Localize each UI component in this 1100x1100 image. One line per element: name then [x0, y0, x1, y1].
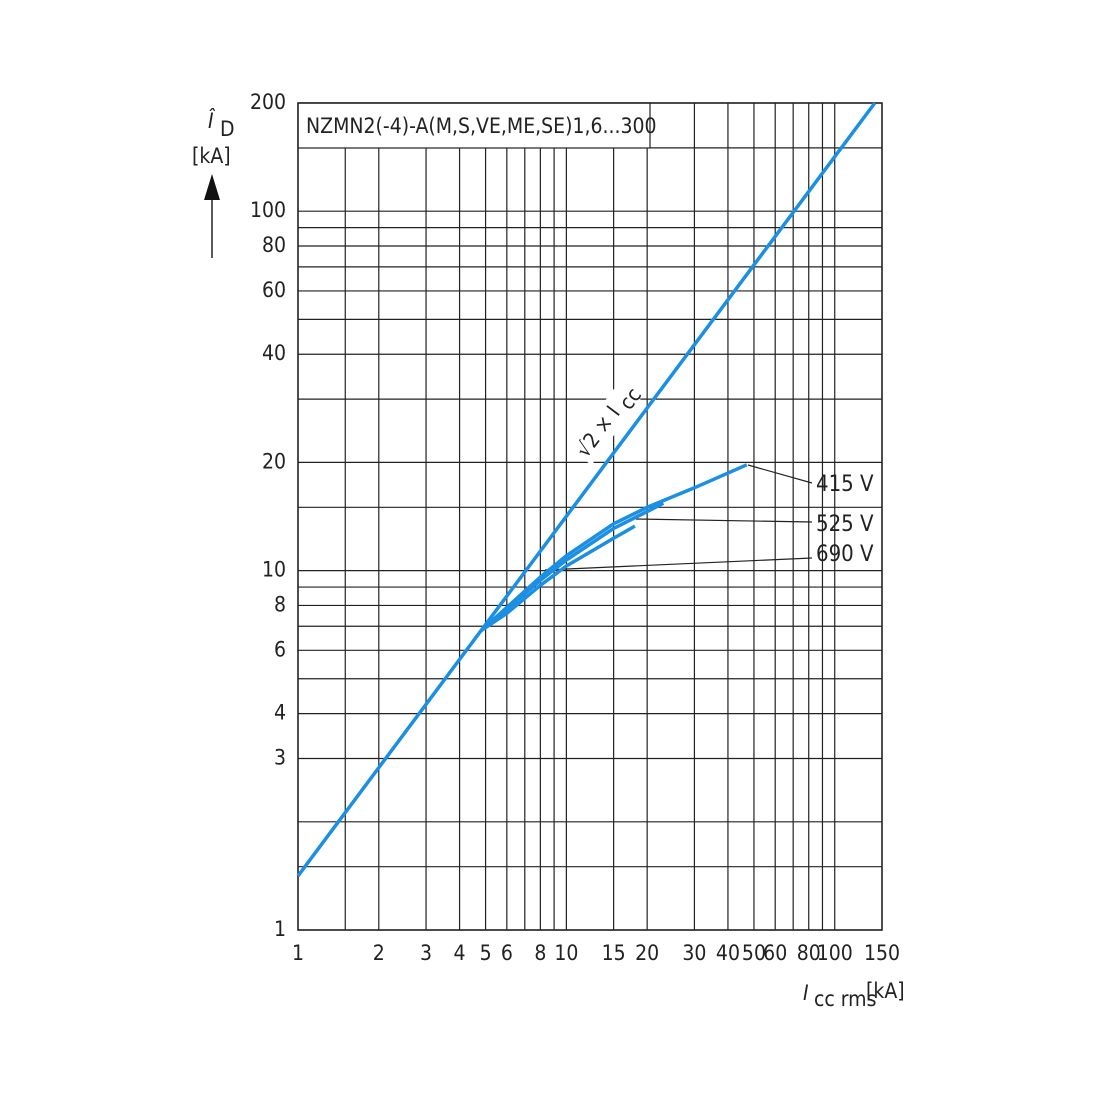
title-box [297, 102, 651, 149]
x-tick-label: 30 [682, 941, 706, 965]
leader-line [635, 518, 813, 523]
series-line [479, 501, 665, 633]
series-line [296, 101, 877, 877]
y-tick-label: 80 [262, 233, 286, 257]
y-tick-label: 1 [274, 917, 286, 941]
y-tick-label: 20 [262, 449, 286, 473]
y-tick-label: 3 [274, 746, 286, 770]
y-tick-label: 40 [262, 341, 286, 365]
y-tick-label: 6 [274, 637, 286, 661]
x-tick-label: 15 [602, 941, 626, 965]
leader-line [544, 557, 813, 571]
annotation-bg [569, 382, 641, 466]
y-arrow-head [204, 174, 220, 200]
x-tick-label: 4 [454, 941, 466, 965]
legend-label: 415 V [816, 472, 874, 497]
leader-line [747, 464, 813, 484]
x-tick-label: 60 [763, 941, 787, 965]
x-tick-label: 80 [797, 941, 821, 965]
y-tick-label: 60 [262, 278, 286, 302]
x-tick-label: 50 [742, 941, 766, 965]
series-line [479, 524, 636, 633]
y-label-unit: [kA] [192, 144, 231, 168]
x-tick-label: 5 [480, 941, 492, 965]
x-tick-label: 10 [554, 941, 578, 965]
legend-label: 525 V [816, 512, 874, 537]
x-tick-label: 6 [501, 941, 513, 965]
y-tick-label: 4 [274, 701, 286, 725]
legend-label: 690 V [816, 542, 874, 567]
x-tick-label: 3 [420, 941, 432, 965]
x-tick-label: 2 [373, 941, 385, 965]
x-label-symbol: I [803, 981, 809, 1005]
x-label-unit: [kA] [866, 979, 905, 1003]
x-axis-label: I cc rms [kA] [803, 979, 905, 1011]
x-label-subscript: cc rms [814, 987, 876, 1011]
x-tick-label: 8 [534, 941, 546, 965]
x-tick-label: 40 [716, 941, 740, 965]
y-tick-label: 10 [262, 558, 286, 582]
y-label-symbol: Î [208, 108, 216, 133]
x-tick-label: 100 [817, 941, 853, 965]
plot-frame [297, 102, 883, 931]
y-label-subscript: D [220, 117, 235, 141]
x-tick-label: 150 [864, 941, 900, 965]
y-tick-label: 100 [250, 198, 286, 222]
y-tick-label: 200 [250, 90, 286, 114]
chart-title: NZMN2(-4)-A(M,S,VE,ME,SE)1,6...300 [306, 114, 657, 138]
y-axis-label: Î D [kA] [192, 108, 235, 168]
y-tick-label: 8 [274, 592, 286, 616]
x-tick-label: 1 [292, 941, 304, 965]
x-tick-label: 20 [635, 941, 659, 965]
